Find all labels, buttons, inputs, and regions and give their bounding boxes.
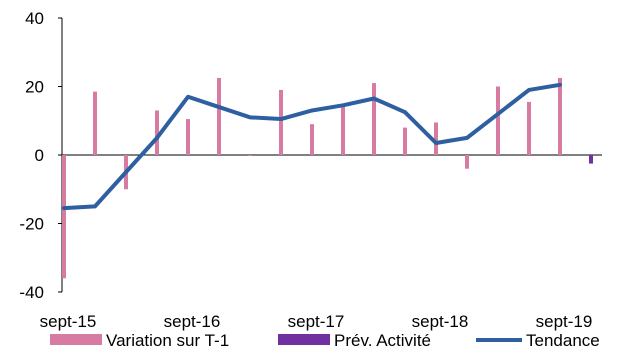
y-tick-label: 20 <box>25 78 44 97</box>
y-tick-label: 0 <box>35 146 44 165</box>
legend-swatch-0 <box>50 334 102 345</box>
bar-0-16 <box>558 77 562 155</box>
y-tick-label: -40 <box>19 283 44 302</box>
legend-label-2: Tendance <box>526 331 600 349</box>
legend-label-1: Prév. Activité <box>334 331 431 349</box>
trend-line <box>62 82 562 211</box>
bar-0-5 <box>217 77 221 155</box>
bar-0-10 <box>372 83 376 155</box>
bar-0-14 <box>496 86 500 155</box>
x-tick-label: sept-18 <box>412 312 469 331</box>
y-axis: -40 -20 0 20 40 <box>19 9 63 302</box>
bar-0-0 <box>62 155 66 279</box>
bar-0-15 <box>527 101 531 155</box>
bar-0-11 <box>403 127 407 155</box>
x-tick-label: sept-16 <box>164 312 221 331</box>
legend-swatch-1 <box>278 334 330 345</box>
trend-line-path <box>62 82 562 211</box>
y-tick-label: 40 <box>25 9 44 28</box>
bar-0-13 <box>465 155 469 169</box>
bar-0-1 <box>93 91 97 155</box>
bar-0-9 <box>341 107 345 155</box>
bar-0-12 <box>434 122 438 155</box>
bar-0-3 <box>155 110 159 155</box>
legend: Variation sur T-1 Prév. Activité Tendance <box>50 331 600 349</box>
bar-0-4 <box>186 119 190 155</box>
y-tick-label: -20 <box>19 215 44 234</box>
x-axis: sept-15 sept-16 sept-17 sept-18 sept-19 <box>40 154 602 331</box>
x-tick-label: sept-15 <box>40 312 97 331</box>
x-tick-label: sept-17 <box>288 312 345 331</box>
bar-0-7 <box>279 89 283 155</box>
bar-0-8 <box>310 124 314 155</box>
bar-1-17 <box>589 155 593 164</box>
legend-label-0: Variation sur T-1 <box>106 331 229 349</box>
x-tick-label: sept-19 <box>536 312 593 331</box>
bar-0-6 <box>248 155 252 156</box>
